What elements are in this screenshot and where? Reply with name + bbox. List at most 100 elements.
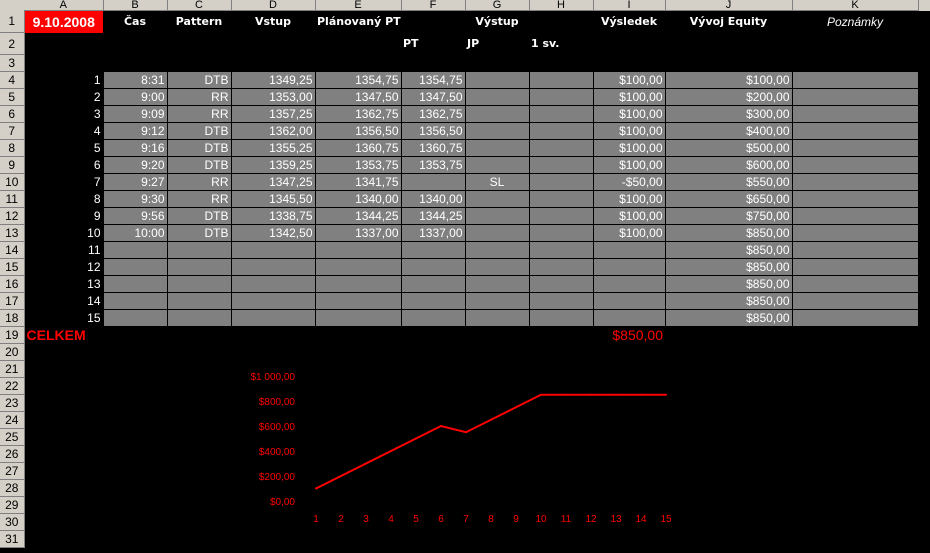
cell-E8[interactable]: 1360,75	[314, 139, 402, 157]
cell-H26[interactable]	[529, 445, 593, 463]
row-header-27[interactable]: 27	[0, 462, 25, 480]
cell-F13[interactable]: 1337,00	[400, 224, 466, 242]
cell-J20[interactable]	[665, 343, 792, 361]
cell-C4[interactable]: DTB	[166, 71, 232, 89]
cell-J26[interactable]	[665, 445, 792, 463]
cell-I8[interactable]: $100,00	[592, 139, 666, 157]
cell-E30[interactable]	[315, 513, 401, 531]
cell-G21[interactable]	[465, 360, 529, 378]
cell-C10[interactable]: RR	[166, 173, 232, 191]
cell-B29[interactable]	[103, 496, 167, 514]
cell-J5[interactable]: $200,00	[664, 88, 793, 106]
cell-H15[interactable]	[528, 258, 594, 276]
select-all-corner[interactable]	[0, 0, 24, 11]
row-header-25[interactable]: 25	[0, 428, 25, 446]
cell-H18[interactable]	[528, 309, 594, 327]
cell-A1[interactable]: 9.10.2008	[24, 10, 103, 33]
cell-K28[interactable]	[792, 479, 918, 497]
cell-C12[interactable]: DTB	[166, 207, 232, 225]
cell-H3[interactable]	[529, 54, 593, 72]
cell-I13[interactable]: $100,00	[592, 224, 666, 242]
cell-F23[interactable]	[401, 394, 465, 412]
cell-G13[interactable]	[464, 224, 530, 242]
cell-I25[interactable]	[593, 428, 665, 446]
cell-H16[interactable]	[528, 275, 594, 293]
cell-A14[interactable]: 11	[24, 241, 103, 259]
cell-C27[interactable]	[167, 462, 231, 480]
cell-D19[interactable]	[231, 326, 315, 344]
cell-C31[interactable]	[167, 530, 231, 548]
cell-E19[interactable]	[315, 326, 401, 344]
column-header-J[interactable]: J	[665, 0, 793, 11]
cell-J9[interactable]: $600,00	[664, 156, 793, 174]
cell-C24[interactable]	[167, 411, 231, 429]
cell-E31[interactable]	[315, 530, 401, 548]
cell-F28[interactable]	[401, 479, 465, 497]
cell-I9[interactable]: $100,00	[592, 156, 666, 174]
cell-I1[interactable]: Výsledek	[593, 10, 665, 33]
cell-K8[interactable]	[791, 139, 919, 157]
cell-I17[interactable]	[592, 292, 666, 310]
cell-K9[interactable]	[791, 156, 919, 174]
cell-F21[interactable]	[401, 360, 465, 378]
cell-K1[interactable]: Poznámky	[792, 10, 918, 33]
cell-D1[interactable]: Vstup	[231, 10, 315, 33]
row-header-10[interactable]: 10	[0, 173, 25, 191]
cell-A12[interactable]: 9	[24, 207, 103, 225]
cell-G12[interactable]	[464, 207, 530, 225]
cell-I29[interactable]	[593, 496, 665, 514]
cell-A10[interactable]: 7	[24, 173, 103, 191]
cell-B12[interactable]: 9:56	[102, 207, 168, 225]
cell-E12[interactable]: 1344,25	[314, 207, 402, 225]
cell-C8[interactable]: DTB	[166, 139, 232, 157]
cell-I26[interactable]	[593, 445, 665, 463]
cell-J30[interactable]	[665, 513, 792, 531]
cell-G18[interactable]	[464, 309, 530, 327]
cell-J21[interactable]	[665, 360, 792, 378]
cell-I3[interactable]	[593, 54, 665, 72]
cell-B19[interactable]	[103, 326, 167, 344]
cell-D21[interactable]	[231, 360, 315, 378]
cell-F10[interactable]	[400, 173, 466, 191]
cell-G8[interactable]	[464, 139, 530, 157]
cell-C2[interactable]	[167, 32, 231, 55]
cell-F3[interactable]	[401, 54, 465, 72]
cell-H7[interactable]	[528, 122, 594, 140]
cell-A31[interactable]	[24, 530, 103, 548]
cell-G9[interactable]	[464, 156, 530, 174]
equity-chart[interactable]: $0,00 $200,00 $400,00 $600,00 $800,00 $1 000,…	[230, 360, 690, 530]
cell-I2[interactable]	[593, 32, 665, 55]
cell-C9[interactable]: DTB	[166, 156, 232, 174]
cell-J2[interactable]	[665, 32, 792, 55]
row-header-3[interactable]: 3	[0, 54, 25, 72]
cell-E7[interactable]: 1356,50	[314, 122, 402, 140]
cell-D6[interactable]: 1357,25	[230, 105, 316, 123]
row-header-28[interactable]: 28	[0, 479, 25, 497]
cell-I24[interactable]	[593, 411, 665, 429]
cell-H12[interactable]	[528, 207, 594, 225]
cell-K19[interactable]	[792, 326, 918, 344]
cell-E2[interactable]	[315, 32, 401, 55]
cell-I22[interactable]	[593, 377, 665, 395]
cell-D8[interactable]: 1355,25	[230, 139, 316, 157]
cell-B10[interactable]: 9:27	[102, 173, 168, 191]
cell-A13[interactable]: 10	[24, 224, 103, 242]
cell-D3[interactable]	[231, 54, 315, 72]
cell-F30[interactable]	[401, 513, 465, 531]
column-header-A[interactable]: A	[24, 0, 104, 11]
cell-E26[interactable]	[315, 445, 401, 463]
cell-C21[interactable]	[167, 360, 231, 378]
column-header-D[interactable]: D	[231, 0, 316, 11]
cell-I20[interactable]	[593, 343, 665, 361]
cell-K15[interactable]	[791, 258, 919, 276]
cell-I6[interactable]: $100,00	[592, 105, 666, 123]
cell-J23[interactable]	[665, 394, 792, 412]
cell-B28[interactable]	[103, 479, 167, 497]
cell-E24[interactable]	[315, 411, 401, 429]
cell-K31[interactable]	[792, 530, 918, 548]
cell-G14[interactable]	[464, 241, 530, 259]
total-label[interactable]: CELKEM	[24, 326, 103, 344]
cell-G19[interactable]	[465, 326, 529, 344]
cell-A21[interactable]	[24, 360, 103, 378]
cell-E28[interactable]	[315, 479, 401, 497]
